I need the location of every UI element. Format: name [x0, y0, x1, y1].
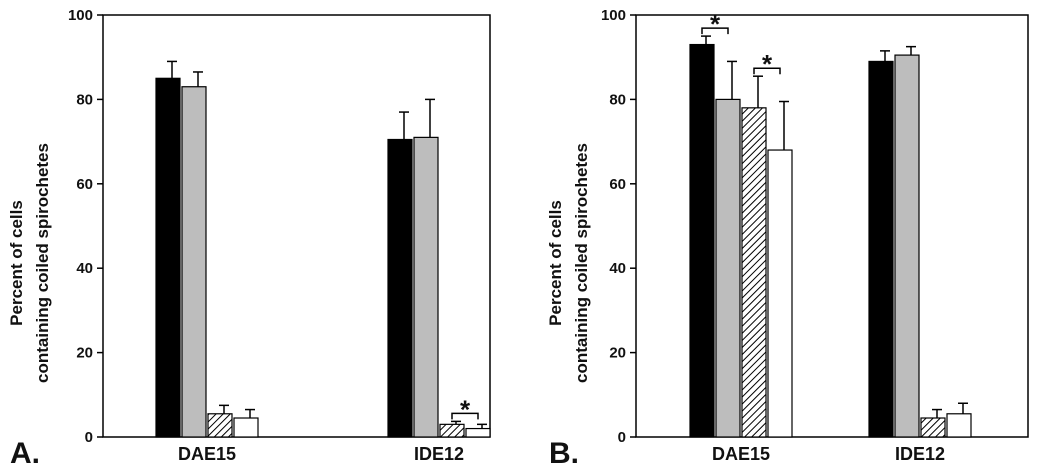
bar [155, 77, 181, 438]
plot-frame [102, 14, 491, 438]
plot-area-a: 0 20 40 60 80 100 DAE15 IDE12 * [68, 7, 491, 464]
bar [465, 427, 491, 438]
y-axis-label-a-line1: Percent of cells [7, 200, 26, 326]
x-category-label: DAE15 [178, 444, 236, 464]
y-tick-label: 40 [76, 260, 93, 277]
x-category-label: DAE15 [712, 444, 770, 464]
y-tick-label: 0 [618, 429, 626, 446]
y-tick-label: 20 [609, 345, 626, 362]
plot-frame [635, 14, 1029, 438]
bar [894, 54, 920, 438]
bar [920, 417, 946, 438]
bar [387, 138, 413, 438]
bar [413, 136, 439, 438]
significance-marker: * [762, 49, 773, 79]
y-tick-label: 100 [68, 7, 93, 24]
y-tick-label: 40 [609, 260, 626, 277]
panel-label-b: B. [549, 437, 579, 467]
x-category-label: IDE12 [895, 444, 945, 464]
bar [715, 98, 741, 438]
panel-label-a: A. [10, 437, 40, 467]
y-tick-label: 100 [601, 7, 626, 24]
y-tick-label: 0 [85, 429, 93, 446]
chart-panel-b: B. Percent of cells containing coiled sp… [546, 7, 1029, 467]
y-axis-label-b-line1: Percent of cells [546, 200, 565, 326]
chart-panel-a: A. Percent of cells containing coiled sp… [7, 7, 491, 467]
x-category-label: IDE12 [414, 444, 464, 464]
y-tick-label: 60 [76, 176, 93, 193]
y-tick-label: 80 [76, 91, 93, 108]
y-tick-label: 20 [76, 345, 93, 362]
significance-marker: * [710, 9, 721, 39]
y-axis-label-a-line2: containing coiled spirochetes [33, 143, 52, 383]
bar [689, 43, 715, 438]
y-axis-label-b-line2: containing coiled spirochetes [572, 143, 591, 383]
bar [868, 60, 894, 438]
y-tick-label: 80 [609, 91, 626, 108]
bar [233, 417, 259, 438]
bar [767, 149, 793, 438]
plot-area-b: 0 20 40 60 80 100 DAE15 IDE12 * * [601, 7, 1029, 464]
bar [207, 413, 233, 438]
y-tick-label: 60 [609, 176, 626, 193]
bar [181, 86, 207, 438]
significance-bracket [753, 67, 781, 75]
significance-bracket [701, 27, 729, 35]
bar [946, 413, 972, 438]
bar [439, 423, 465, 438]
bar [741, 107, 767, 438]
significance-bracket [451, 412, 479, 420]
significance-marker: * [460, 394, 471, 424]
